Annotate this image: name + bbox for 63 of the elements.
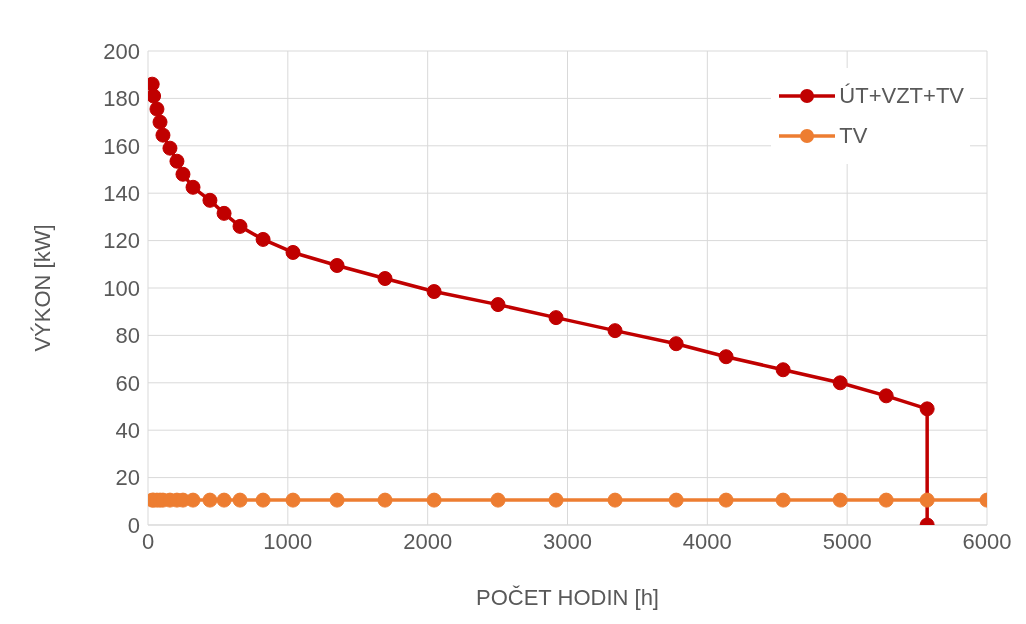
y-tick-label: 200 xyxy=(103,38,140,64)
y-tick-label: 120 xyxy=(103,228,140,254)
point xyxy=(175,166,191,182)
point xyxy=(232,218,248,234)
point xyxy=(155,127,171,143)
point xyxy=(668,492,684,508)
point xyxy=(775,362,791,378)
point xyxy=(149,101,165,117)
point xyxy=(285,492,301,508)
x-tick-label: 5000 xyxy=(822,528,872,554)
point xyxy=(919,492,935,508)
x-tick-label: 3000 xyxy=(543,528,592,554)
point xyxy=(162,140,178,156)
point xyxy=(426,284,442,300)
x-tick-label: 4000 xyxy=(682,528,732,554)
point xyxy=(426,492,442,508)
point xyxy=(377,492,393,508)
point xyxy=(329,492,345,508)
y-tick-label: 40 xyxy=(115,418,140,444)
point xyxy=(878,492,894,508)
point xyxy=(202,492,218,508)
point xyxy=(329,257,345,273)
point xyxy=(718,349,734,365)
y-tick-label: 20 xyxy=(115,465,140,491)
point xyxy=(202,192,218,208)
point xyxy=(548,492,564,508)
x-tick-label: 6000 xyxy=(962,528,1012,554)
y-axis-title: VÝKON [kW] xyxy=(29,224,55,352)
y-tick-label: 160 xyxy=(103,133,140,159)
point xyxy=(216,492,232,508)
point xyxy=(148,88,162,104)
point xyxy=(490,297,506,313)
point xyxy=(152,114,168,130)
point xyxy=(232,492,248,508)
y-tick-label: 140 xyxy=(103,181,140,207)
point xyxy=(832,492,848,508)
y-tick-label: 80 xyxy=(115,323,140,349)
y-tick-label: 100 xyxy=(103,275,140,301)
point xyxy=(832,375,848,391)
legend-label: ÚT+VZT+TV xyxy=(839,83,964,109)
y-tick-label: 180 xyxy=(103,86,140,112)
point xyxy=(255,492,271,508)
point xyxy=(878,388,894,404)
point xyxy=(668,336,684,352)
y-tick-label: 0 xyxy=(127,512,140,538)
point xyxy=(607,492,623,508)
point xyxy=(285,244,301,260)
x-axis-title: POČET HODIN [h] xyxy=(476,585,659,610)
point xyxy=(718,492,734,508)
x-tick-label: 2000 xyxy=(403,528,453,554)
y-tick-label: 60 xyxy=(115,370,140,396)
point xyxy=(775,492,791,508)
point xyxy=(607,323,623,339)
point xyxy=(255,231,271,247)
point xyxy=(548,310,564,326)
legend-label: TV xyxy=(839,123,868,149)
point xyxy=(490,492,506,508)
point xyxy=(919,401,935,417)
point xyxy=(169,153,185,169)
point xyxy=(185,179,201,195)
point xyxy=(216,205,232,221)
x-tick-label: 1000 xyxy=(263,528,313,554)
point xyxy=(377,271,393,287)
